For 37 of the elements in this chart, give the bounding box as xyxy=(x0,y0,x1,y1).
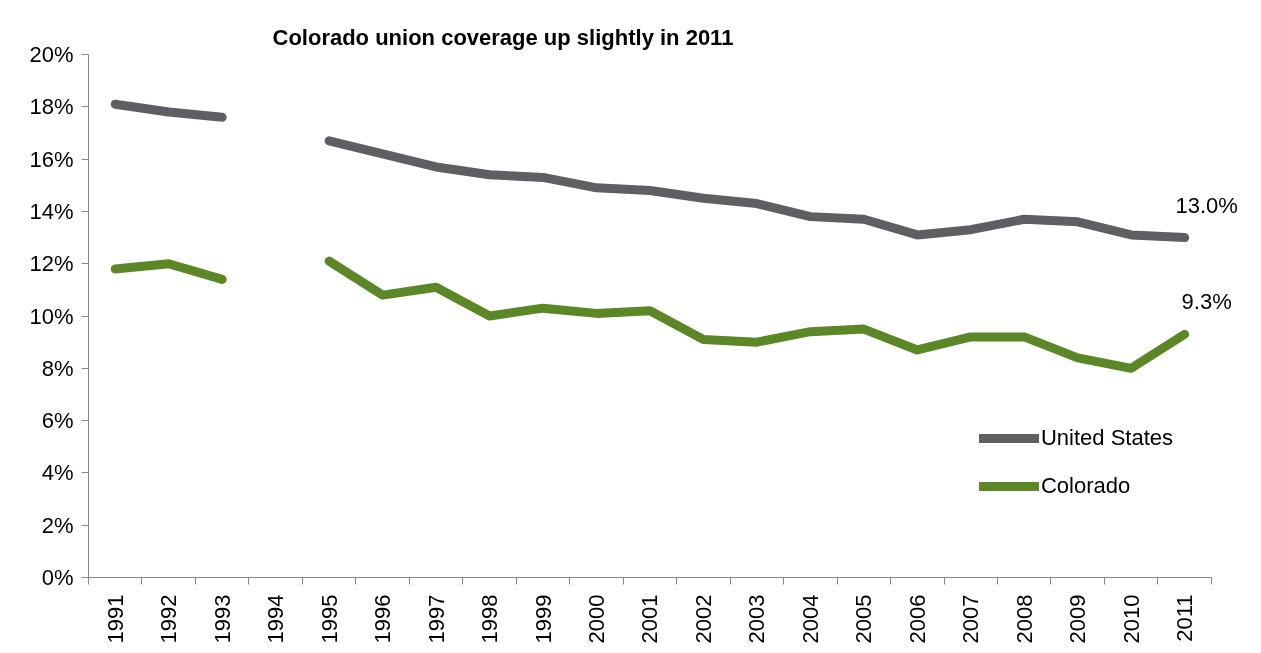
x-tick-label: 1992 xyxy=(156,594,182,644)
x-tick-label: 2007 xyxy=(958,594,984,644)
x-tick-label: 2006 xyxy=(904,594,930,644)
y-tick-label: 8% xyxy=(41,355,74,381)
x-tick-label: 1998 xyxy=(477,594,503,644)
x-tick-label: 2002 xyxy=(690,594,716,644)
y-tick-label: 0% xyxy=(41,565,74,590)
y-tick-label: 4% xyxy=(41,460,74,486)
x-tick-label: 1991 xyxy=(102,594,128,644)
y-tick-label: 14% xyxy=(29,198,74,224)
x-tick-label: 1995 xyxy=(316,594,342,644)
legend-label: Colorado xyxy=(1040,473,1131,499)
x-tick-label: 1997 xyxy=(423,594,449,644)
x-tick-label: 1993 xyxy=(209,594,235,644)
x-tick-label: 2008 xyxy=(1011,594,1037,644)
legend-label: United States xyxy=(1040,425,1173,451)
x-tick-label: 2000 xyxy=(583,594,609,644)
x-tick-label: 1996 xyxy=(370,594,396,644)
x-tick-label: 2009 xyxy=(1065,594,1091,644)
x-tick-label: 1994 xyxy=(263,594,289,644)
x-tick-label: 2004 xyxy=(797,594,823,644)
y-tick-label: 12% xyxy=(29,251,74,277)
data-label: 9.3% xyxy=(1181,289,1232,315)
x-tick-label: 2010 xyxy=(1118,594,1144,644)
x-tick-label: 2005 xyxy=(851,594,877,644)
data-label: 13.0% xyxy=(1175,192,1238,218)
y-tick-label: 20% xyxy=(29,42,74,67)
y-tick-label: 6% xyxy=(41,408,74,434)
y-tick-label: 2% xyxy=(41,512,74,538)
x-tick-label: 2003 xyxy=(744,594,770,644)
y-tick-label: 10% xyxy=(29,303,74,329)
x-tick-label: 1999 xyxy=(530,594,556,644)
y-tick-label: 16% xyxy=(29,146,74,172)
x-tick-label: 2001 xyxy=(637,594,663,644)
y-tick-label: 18% xyxy=(29,94,74,120)
x-tick-label: 2011 xyxy=(1172,594,1198,642)
chart-title: Colorado union coverage up slightly in 2011 xyxy=(272,24,734,50)
